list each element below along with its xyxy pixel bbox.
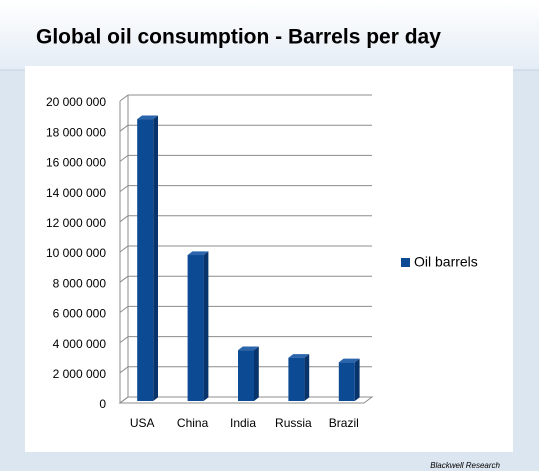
legend-label: Oil barrels — [414, 254, 478, 270]
grid-line-side — [119, 275, 129, 283]
plot-panel — [25, 66, 513, 452]
y-tick-label: 8 000 000 — [53, 276, 107, 290]
source-note: Blackwell Research — [430, 461, 500, 470]
header-band — [0, 0, 539, 70]
grid-line-side — [119, 185, 129, 193]
x-tick-label: USA — [130, 416, 155, 430]
y-tick-label: 12 000 000 — [46, 216, 106, 230]
floor — [118, 396, 374, 404]
bar — [187, 255, 204, 401]
legend-swatch — [401, 258, 410, 267]
grid-line-side — [119, 245, 129, 253]
bar — [238, 350, 254, 401]
bar-side — [153, 115, 158, 402]
x-tick-label: Brazil — [329, 416, 359, 430]
y-tick-label: 20 000 000 — [46, 95, 106, 109]
y-tick-label: 14 000 000 — [46, 186, 106, 200]
grid-line-side — [119, 94, 129, 102]
grid-line-side — [119, 154, 129, 162]
grid-line-side — [119, 336, 129, 344]
bar-side — [304, 354, 310, 401]
x-tick-label: India — [230, 416, 256, 430]
y-tick-label: 6 000 000 — [53, 307, 107, 321]
bar-top — [187, 251, 209, 256]
bar — [137, 119, 154, 402]
x-tick-label: Russia — [275, 416, 312, 430]
bar-side — [354, 358, 360, 401]
grid-line-side — [119, 366, 129, 374]
grid-line-side — [119, 215, 129, 223]
bar-top — [238, 346, 259, 351]
y-tick-label: 4 000 000 — [53, 337, 107, 351]
bar-top — [137, 115, 158, 120]
y-tick-label: 18 000 000 — [46, 125, 106, 139]
grid-line-side — [119, 305, 129, 313]
grid-line-side — [119, 124, 129, 132]
y-tick-label: 2 000 000 — [53, 367, 107, 381]
y-tick-label: 10 000 000 — [46, 246, 106, 260]
bar-top — [338, 358, 360, 363]
bar-side — [254, 346, 259, 401]
bar — [338, 362, 355, 401]
x-tick-label: China — [177, 416, 209, 430]
bar-side — [203, 251, 209, 401]
chart-title: Global oil consumption - Barrels per day — [36, 26, 441, 49]
bar-top — [288, 354, 310, 358]
y-tick-label: 0 — [99, 397, 106, 411]
y-tick-label: 16 000 000 — [46, 156, 106, 170]
bar — [288, 357, 305, 401]
